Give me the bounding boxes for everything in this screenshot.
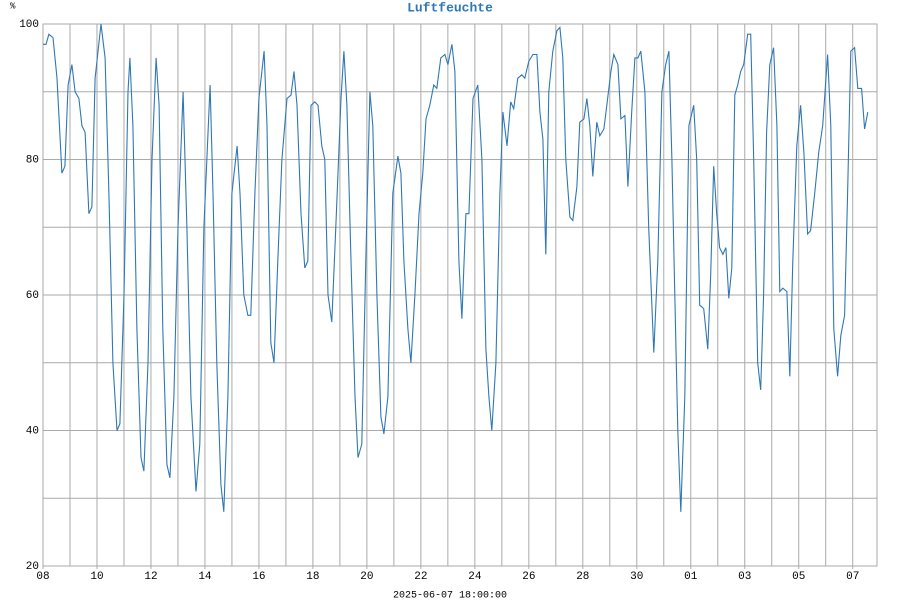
x-tick-label: 26	[522, 571, 535, 583]
data-line	[43, 23, 869, 512]
x-tick-label: 22	[414, 571, 427, 583]
x-tick-label: 18	[306, 571, 319, 583]
x-tick-label: 24	[468, 571, 482, 583]
chart-title: Luftfeuchte	[407, 0, 493, 15]
y-tick-label: 40	[26, 425, 39, 437]
x-tick-label: 10	[90, 571, 103, 583]
y-tick-label: 20	[26, 561, 39, 573]
x-axis-label: 2025-06-07 18:00:00	[393, 591, 507, 600]
y-axis-label: %	[10, 1, 16, 11]
x-tick-label: 14	[198, 571, 212, 583]
x-tick-label: 07	[846, 571, 859, 583]
x-tick-label: 12	[144, 571, 157, 583]
x-tick-label: 03	[738, 571, 751, 583]
x-tick-label: 01	[684, 571, 698, 583]
plot-frame	[42, 23, 878, 567]
x-tick-label: 08	[36, 571, 49, 583]
x-tick-label: 16	[252, 571, 265, 583]
y-tick-label: 100	[19, 19, 39, 31]
y-tick-label: 80	[26, 154, 39, 166]
y-tick-label: 60	[26, 290, 39, 302]
x-tick-label: 05	[792, 571, 805, 583]
x-tick-label: 28	[576, 571, 589, 583]
x-tick-label: 20	[360, 571, 373, 583]
x-tick-label: 30	[630, 571, 643, 583]
